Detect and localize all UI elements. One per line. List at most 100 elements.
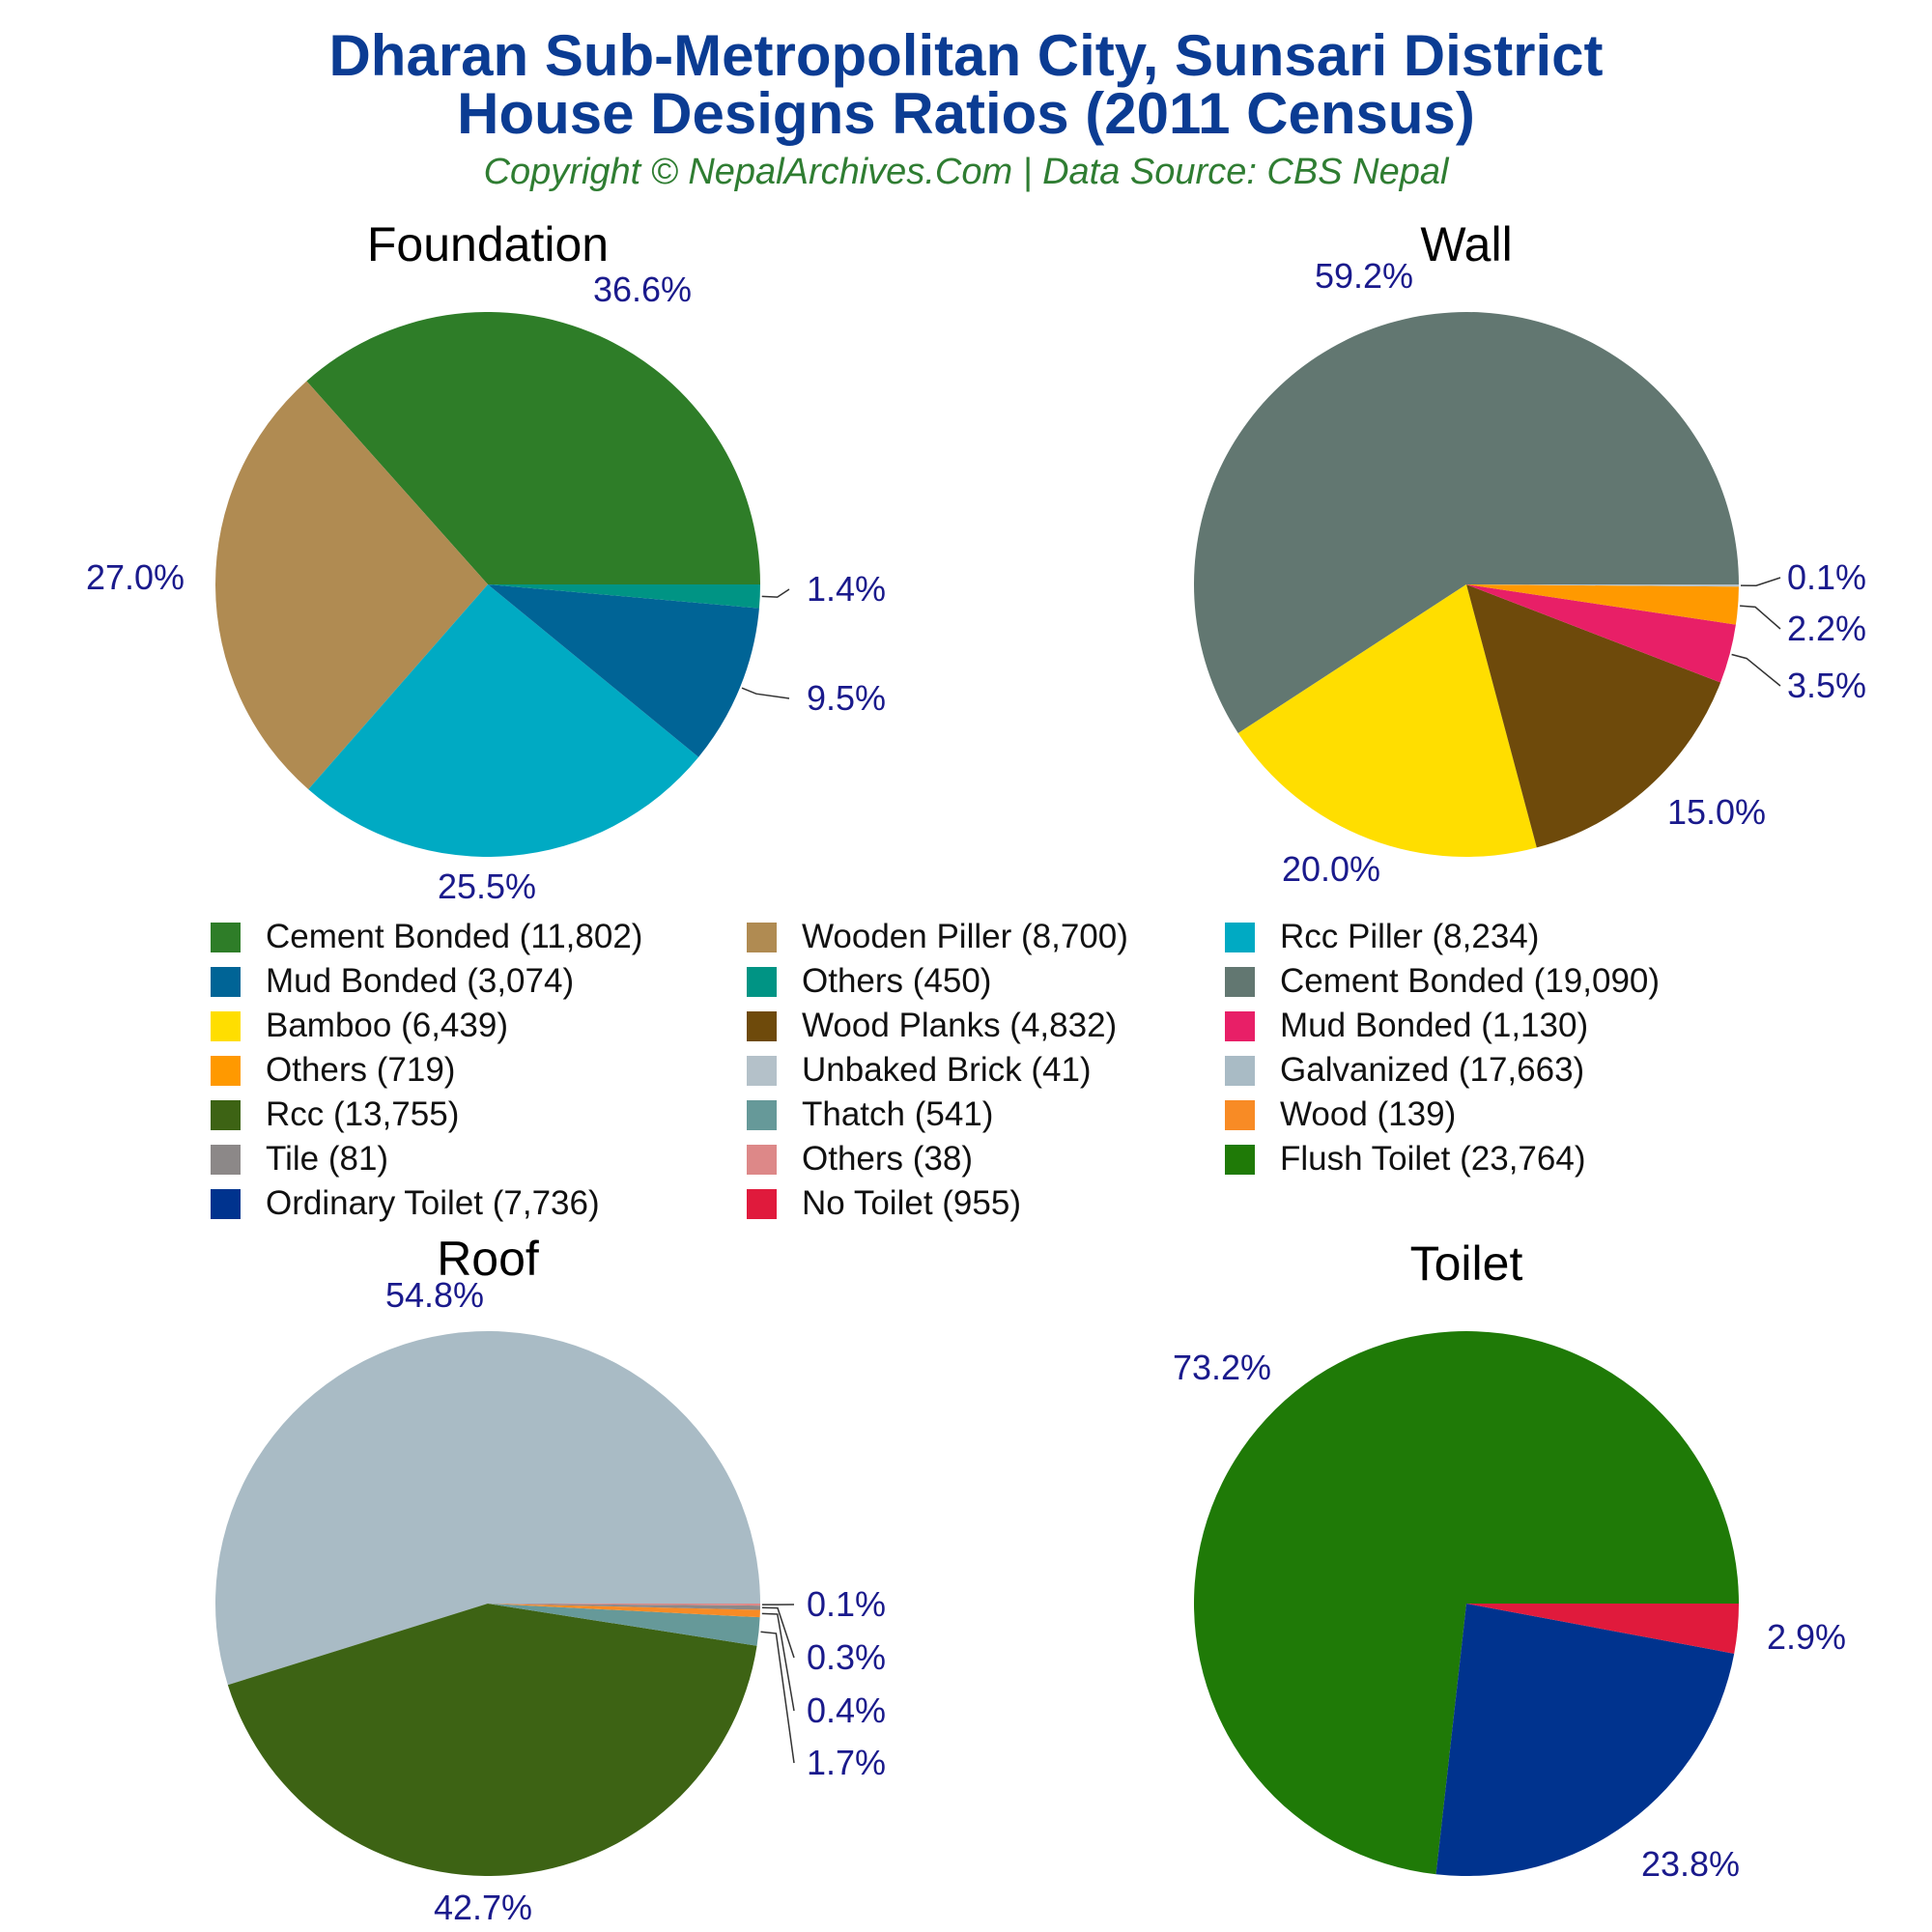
- legend-swatch: [211, 922, 241, 952]
- percent-label-wall-mud-bonded: 3.5%: [1787, 666, 1866, 705]
- legend-label: No Toilet (955): [802, 1184, 1021, 1222]
- percent-label-toilet-no-toilet: 2.9%: [1767, 1617, 1846, 1657]
- legend-label: Tile (81): [266, 1140, 389, 1178]
- legend-item: Wood (139): [1225, 1093, 1766, 1137]
- pie-title-foundation: Foundation: [367, 217, 609, 271]
- legend-item: Wood Planks (4,832): [747, 1004, 1225, 1048]
- slice-roof-wood: [488, 1604, 760, 1618]
- slice-wall-cement-bonded: [1194, 311, 1739, 733]
- legend-swatch: [1225, 1055, 1255, 1086]
- legend-item: Cement Bonded (19,090): [1225, 959, 1766, 1004]
- leader-line-roof-wood: [761, 1612, 795, 1712]
- legend-swatch: [211, 966, 241, 997]
- slice-wall-bamboo: [1237, 584, 1537, 857]
- slice-foundation-mud-bonded: [488, 584, 759, 757]
- legend-swatch: [211, 1188, 241, 1219]
- percent-label-foundation-others: 1.4%: [807, 569, 886, 609]
- legend-label: Mud Bonded (1,130): [1280, 1007, 1589, 1044]
- legend-item: Unbaked Brick (41): [747, 1048, 1225, 1093]
- slice-roof-tile: [488, 1604, 760, 1610]
- legend-swatch: [1225, 1144, 1255, 1175]
- legend-swatch: [747, 1144, 777, 1175]
- slice-toilet-no-toilet: [1466, 1604, 1739, 1654]
- slice-foundation-others: [488, 584, 760, 609]
- chart-legend: Cement Bonded (11,802) Wooden Piller (8,7…: [211, 915, 1853, 1224]
- legend-label: Wood (139): [1280, 1095, 1457, 1133]
- slice-toilet-flush-toilet: [1193, 1330, 1739, 1875]
- pie-title-wall: Wall: [1420, 217, 1512, 271]
- percent-label-toilet-flush-toilet: 73.2%: [1173, 1348, 1271, 1387]
- legend-swatch: [1225, 966, 1255, 997]
- leader-line-roof-thatch: [760, 1631, 795, 1764]
- legend-swatch: [747, 1055, 777, 1086]
- legend-label: Wood Planks (4,832): [802, 1007, 1118, 1044]
- slice-foundation-wooden-piller: [215, 381, 488, 790]
- legend-label: Ordinary Toilet (7,736): [266, 1184, 600, 1222]
- legend-label: Bamboo (6,439): [266, 1007, 508, 1044]
- leader-line-wall-mud-bonded: [1731, 653, 1781, 687]
- legend-swatch: [747, 966, 777, 997]
- percent-label-roof-rcc: 42.7%: [434, 1888, 532, 1927]
- legend-item: Ordinary Toilet (7,736): [211, 1181, 747, 1226]
- slice-wall-unbaked-brick: [1466, 584, 1739, 587]
- legend-swatch: [211, 1055, 241, 1086]
- legend-item: Mud Bonded (1,130): [1225, 1004, 1766, 1048]
- leader-line-roof-tile: [761, 1606, 795, 1659]
- legend-item: Galvanized (17,663): [1225, 1048, 1766, 1093]
- legend-label: Cement Bonded (11,802): [266, 918, 643, 955]
- legend-swatch: [747, 922, 777, 952]
- slice-roof-thatch: [488, 1604, 760, 1646]
- legend-item: Tile (81): [211, 1137, 747, 1181]
- legend-label: Flush Toilet (23,764): [1280, 1140, 1586, 1178]
- percent-label-foundation-rcc-piller: 25.5%: [438, 867, 536, 906]
- leader-line-wall-unbaked-brick: [1740, 577, 1781, 586]
- percent-label-wall-cement-bonded: 59.2%: [1315, 256, 1413, 296]
- leader-line-wall-others: [1740, 605, 1781, 630]
- legend-swatch: [747, 1099, 777, 1130]
- legend-swatch: [1225, 922, 1255, 952]
- percent-label-wall-others: 2.2%: [1787, 609, 1866, 648]
- slice-toilet-ordinary-toilet: [1435, 1604, 1735, 1876]
- legend-item: Others (719): [211, 1048, 747, 1093]
- legend-label: Unbaked Brick (41): [802, 1051, 1092, 1089]
- percent-label-roof-tile: 0.3%: [807, 1637, 886, 1677]
- legend-item: Rcc Piller (8,234): [1225, 915, 1766, 959]
- legend-label: Others (450): [802, 962, 992, 1000]
- chart-title-line-1: Dharan Sub-Metropolitan City, Sunsari Di…: [328, 23, 1604, 88]
- chart-title-line-2: House Designs Ratios (2011 Census): [457, 81, 1475, 146]
- slice-wall-others: [1466, 584, 1739, 625]
- legend-label: Rcc Piller (8,234): [1280, 918, 1540, 955]
- percent-label-wall-unbaked-brick: 0.1%: [1787, 557, 1866, 597]
- percent-label-roof-galvanized: 54.8%: [385, 1275, 484, 1315]
- legend-label: Thatch (541): [802, 1095, 994, 1133]
- legend-item: Others (450): [747, 959, 1225, 1004]
- legend-item: Bamboo (6,439): [211, 1004, 747, 1048]
- legend-label: Others (38): [802, 1140, 973, 1178]
- percent-label-foundation-wooden-piller: 27.0%: [86, 557, 185, 597]
- percent-label-wall-wood-planks: 15.0%: [1667, 792, 1766, 832]
- slice-roof-others: [488, 1604, 760, 1606]
- legend-item: No Toilet (955): [747, 1181, 1225, 1226]
- legend-item: Thatch (541): [747, 1093, 1225, 1137]
- chart-subtitle: Copyright © NepalArchives.Com | Data Sou…: [483, 152, 1449, 192]
- legend-label: Cement Bonded (19,090): [1280, 962, 1661, 1000]
- pie-toilet: Toilet 73.2% 23.8% 2.9%: [1173, 1236, 1846, 1884]
- legend-swatch: [211, 1010, 241, 1041]
- pie-title-toilet: Toilet: [1410, 1236, 1523, 1291]
- percent-label-foundation-cement-bonded: 36.6%: [593, 270, 692, 309]
- percent-label-wall-bamboo: 20.0%: [1282, 849, 1380, 889]
- legend-item: Rcc (13,755): [211, 1093, 747, 1137]
- legend-swatch: [1225, 1099, 1255, 1130]
- legend-label: Rcc (13,755): [266, 1095, 460, 1133]
- slice-foundation-cement-bonded: [306, 312, 760, 584]
- legend-swatch: [211, 1099, 241, 1130]
- legend-item: Flush Toilet (23,764): [1225, 1137, 1766, 1181]
- legend-swatch: [1225, 1010, 1255, 1041]
- legend-swatch: [211, 1144, 241, 1175]
- legend-item: Mud Bonded (3,074): [211, 959, 747, 1004]
- slice-foundation-rcc-piller: [308, 584, 699, 857]
